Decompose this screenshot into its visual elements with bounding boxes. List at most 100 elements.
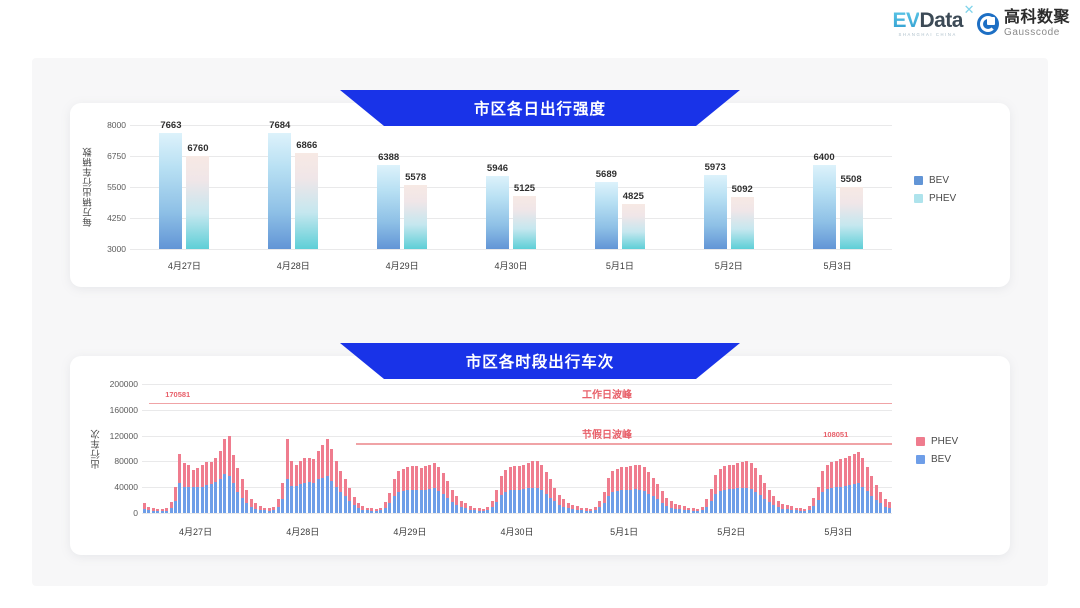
legend-label: PHEV — [931, 435, 959, 447]
stacked-bar-segment-phev — [852, 453, 856, 484]
stacked-bar — [647, 471, 651, 513]
stacked-bar-segment-bev — [629, 489, 633, 513]
y-axis-tick: 3000 — [107, 244, 126, 254]
stacked-bar — [218, 451, 222, 513]
stacked-bar-segment-bev — [156, 511, 160, 513]
stacked-bar-segment-bev — [290, 485, 294, 513]
stacked-bar-segment-phev — [544, 471, 548, 494]
stacked-bar — [499, 476, 503, 513]
stacked-bar-segment-bev — [834, 487, 838, 513]
stacked-bar-segment-bev — [147, 510, 151, 513]
stacked-bar-segment-phev — [794, 507, 798, 511]
stacked-bar-segment-bev — [718, 491, 722, 513]
stacked-bar — [415, 465, 419, 513]
stacked-bar-segment-bev — [468, 509, 472, 513]
stacked-bar-segment-phev — [307, 457, 311, 483]
legend-item[interactable]: PHEV — [914, 193, 956, 204]
stacked-bar-segment-bev — [723, 489, 727, 513]
stacked-bar — [830, 462, 834, 513]
y-axis-tick: 40000 — [114, 482, 138, 493]
stacked-bar-segment-phev — [191, 469, 195, 488]
stacked-bar-segment-phev — [812, 498, 816, 506]
legend-swatch-icon — [914, 175, 923, 185]
stacked-bar-segment-bev — [423, 489, 427, 513]
stacked-bar-segment-bev — [272, 510, 276, 513]
bar-phev — [730, 197, 754, 249]
stacked-bar — [517, 465, 521, 513]
stacked-bar — [678, 504, 682, 513]
stacked-bar-segment-phev — [486, 506, 490, 511]
stacked-bar-segment-bev — [633, 489, 637, 513]
stacked-bar-segment-phev — [669, 501, 673, 508]
stacked-bar-segment-phev — [687, 507, 691, 511]
stacked-bar — [223, 438, 227, 513]
stacked-bar — [419, 467, 423, 513]
stacked-bar — [740, 462, 744, 513]
stacked-bar-segment-bev — [191, 487, 195, 513]
annotation-line-weekday-peak — [149, 402, 892, 405]
x-axis-tick: 5月2日 — [714, 261, 743, 271]
stacked-bar-segment-bev — [343, 496, 347, 513]
stacked-bar-segment-phev — [745, 461, 749, 488]
stacked-bar-segment-bev — [365, 510, 369, 513]
y-axis-label-daily-intensity: 每万辆出行车辆数 — [83, 147, 94, 227]
stacked-bar-segment-bev — [758, 494, 762, 513]
stacked-bar — [687, 507, 691, 513]
bar-value-phev: 5508 — [840, 173, 862, 185]
legend-swatch-icon — [916, 436, 925, 446]
stacked-bar — [339, 471, 343, 513]
stacked-bar-segment-phev — [419, 467, 423, 491]
stacked-bar-segment-bev — [196, 487, 200, 513]
stacked-bar-segment-phev — [303, 457, 307, 483]
stacked-bar — [852, 453, 856, 513]
chart-hourly-trips: 出行车次 0 40000 80000 120000 160000 200000 4月27日 4月… — [70, 356, 1010, 555]
gausscode-name-en: Gausscode — [1003, 27, 1060, 38]
stacked-bar-segment-phev — [673, 503, 677, 509]
stacked-bar — [584, 508, 588, 513]
stacked-bar-segment-bev — [361, 509, 365, 513]
stacked-bar-segment-phev — [740, 462, 744, 488]
stacked-bar-segment-bev — [772, 505, 776, 513]
stacked-bar-segment-bev — [513, 489, 517, 513]
brand-logo-bar: EVData ✕ SHANGHAI CHINA 高科数聚 Gausscode — [892, 3, 1070, 38]
stacked-bar — [531, 461, 535, 513]
stacked-bar-segment-bev — [477, 510, 481, 513]
stacked-bar-segment-bev — [544, 493, 548, 513]
annotation-line-holiday-peak — [355, 443, 892, 445]
bar-value-phev: 6866 — [296, 140, 318, 152]
stacked-bar-segment-phev — [816, 486, 820, 501]
stacked-bar-segment-phev — [540, 465, 544, 491]
stacked-bar — [651, 477, 655, 513]
legend-item[interactable]: BEV — [916, 454, 958, 465]
stacked-bar-segment-bev — [397, 492, 401, 513]
page-panel: 每万辆出行车辆数 3000 4250 5500 6750 8000 7663 6760 4月27… — [32, 58, 1048, 586]
stacked-bar — [441, 473, 445, 513]
stacked-bar-segment-bev — [307, 482, 311, 513]
y-axis-tick: 80000 — [114, 456, 138, 467]
stacked-bar-segment-phev — [807, 506, 811, 510]
stacked-bar-segment-phev — [638, 465, 642, 490]
stacked-bar — [307, 457, 311, 513]
stacked-bar — [638, 465, 642, 513]
bar-bev — [594, 182, 618, 249]
legend-item[interactable]: BEV — [914, 175, 956, 186]
stacked-bar-segment-bev — [749, 489, 753, 513]
stacked-bar-segment-phev — [749, 463, 753, 490]
stacked-bar-segment-bev — [339, 491, 343, 513]
stacked-bar-segment-bev — [861, 486, 865, 513]
stacked-bar-segment-phev — [865, 466, 869, 492]
stacked-bar-segment-phev — [187, 465, 191, 488]
stacked-bar-segment-bev — [888, 507, 892, 513]
bar-bev — [377, 164, 401, 249]
section-banner-hourly-trips: 市区各时段出行车次 — [340, 343, 740, 379]
stacked-bar-segment-phev — [298, 460, 302, 484]
legend-item[interactable]: PHEV — [916, 436, 958, 447]
stacked-bar-segment-phev — [459, 500, 463, 508]
stacked-bar-segment-phev — [584, 508, 588, 511]
stacked-bar — [874, 485, 878, 513]
stacked-bar-segment-bev — [441, 494, 445, 513]
stacked-bar-segment-bev — [169, 507, 173, 513]
stacked-bar-segment-phev — [214, 458, 218, 483]
legend-label: PHEV — [929, 192, 957, 204]
stacked-bar-segment-phev — [348, 487, 352, 501]
